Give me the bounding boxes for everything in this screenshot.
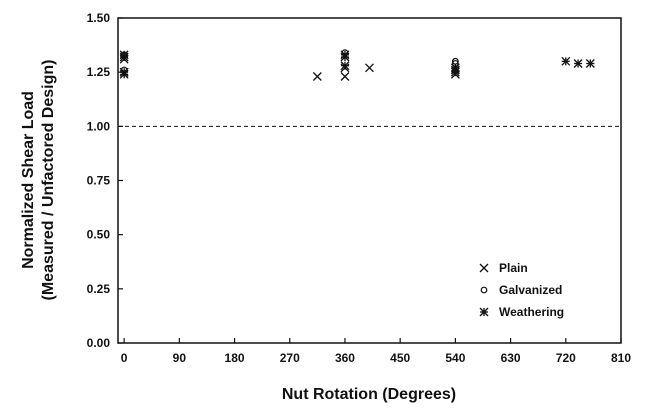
data-point-plain [365, 63, 374, 73]
x-tick-label: 720 [556, 351, 576, 365]
y-tick-label: 0.75 [87, 174, 111, 188]
legend-marker-weathering [479, 307, 489, 317]
y-tick-label: 1.25 [87, 65, 111, 79]
x-tick-label: 270 [280, 351, 300, 365]
data-point-weathering [119, 50, 129, 60]
data-point-plain [312, 72, 322, 81]
legend: Plain Galvanized Weathering [479, 261, 564, 319]
x-axis-title: Nut Rotation (Degrees) [282, 386, 456, 403]
x-tick-label: 360 [335, 351, 355, 365]
y-tick-label: 0.50 [87, 228, 111, 242]
data-points [119, 49, 595, 81]
x-tick-label: 180 [225, 351, 245, 365]
data-point-weathering [340, 61, 350, 71]
y-tick-label: 1.00 [87, 119, 111, 133]
y-axis-title: Normalized Shear Load (Measured / Unfact… [20, 60, 57, 301]
y-axis: 0.00 0.25 0.50 0.75 1.00 1.25 1.50 [87, 11, 123, 350]
y-tick-label: 0.00 [87, 336, 111, 350]
data-point-weathering [585, 59, 595, 68]
legend-label-weathering: Weathering [499, 305, 564, 319]
y-axis-title-line1: Normalized Shear Load [20, 91, 37, 269]
data-point-weathering [119, 69, 129, 79]
x-tick-label: 90 [173, 351, 187, 365]
x-tick-label: 540 [445, 351, 465, 365]
data-point-weathering [450, 63, 460, 73]
data-point-weathering [561, 56, 571, 66]
x-tick-label: 810 [611, 351, 631, 365]
x-axis: 0 90 180 270 360 450 540 630 720 810 [121, 338, 631, 365]
legend-marker-plain [479, 263, 489, 273]
legend-label-galvanized: Galvanized [499, 283, 562, 297]
y-axis-title-line2: (Measured / Unfactored Design) [40, 60, 57, 301]
y-tick-label: 0.25 [87, 282, 111, 296]
x-tick-label: 630 [501, 351, 521, 365]
x-tick-label: 450 [390, 351, 410, 365]
data-point-plain [340, 72, 350, 81]
x-tick-label: 0 [121, 351, 128, 365]
data-point-weathering [573, 59, 583, 68]
legend-marker-galvanized [480, 286, 488, 294]
y-tick-label: 1.50 [87, 11, 111, 25]
data-point-weathering [340, 52, 350, 62]
legend-label-plain: Plain [499, 261, 528, 275]
